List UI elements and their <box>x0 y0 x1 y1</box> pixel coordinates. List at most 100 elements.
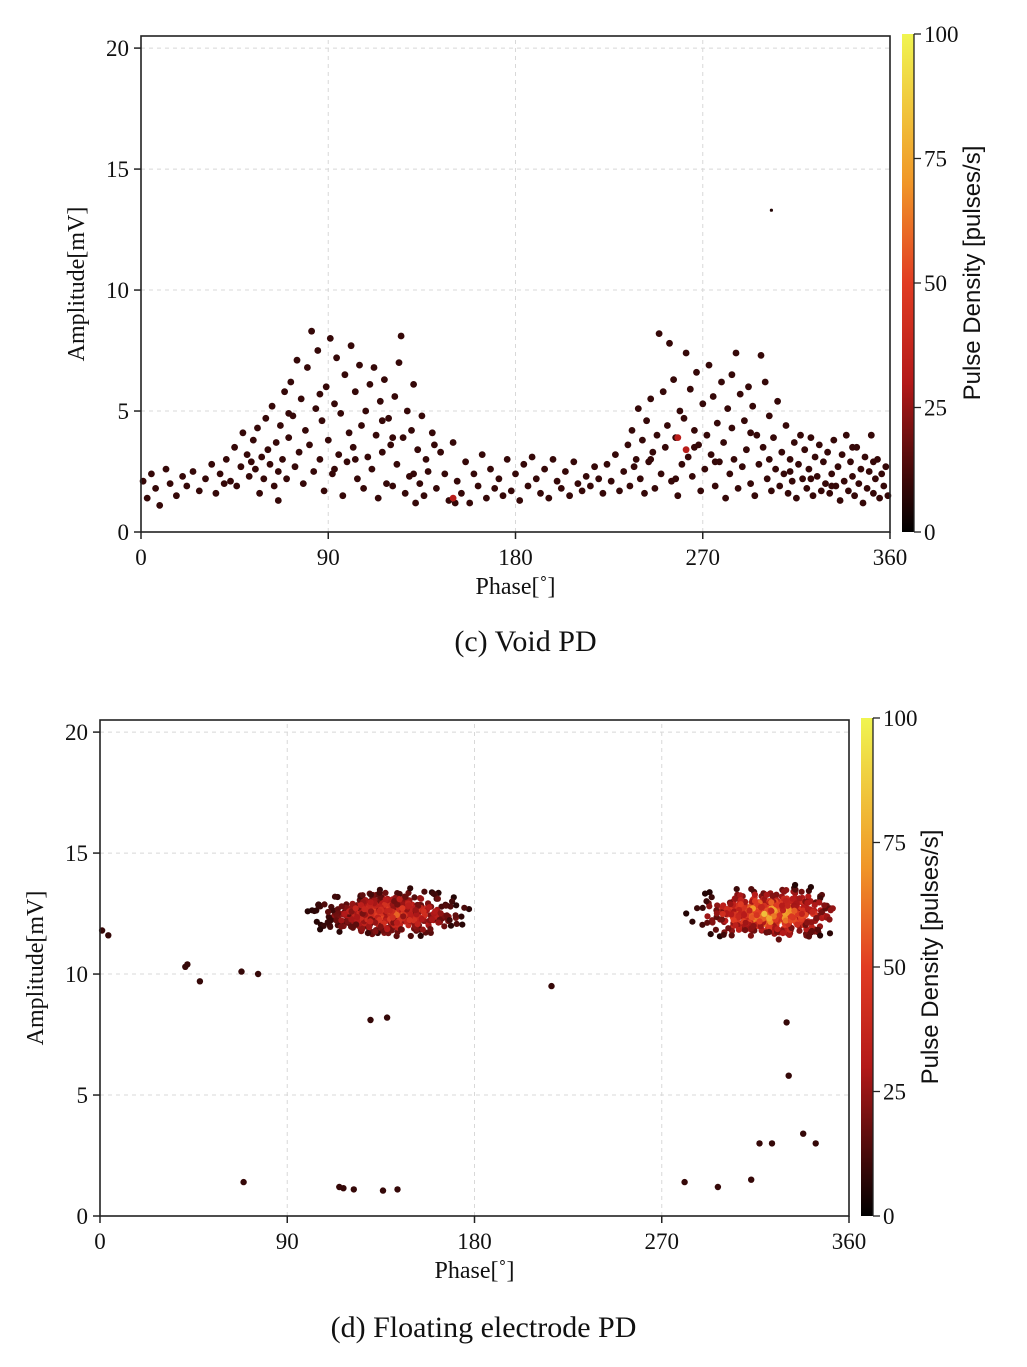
x-tick-label: 90 <box>317 545 340 570</box>
y-tick-label: 20 <box>106 36 129 61</box>
data-point-isolated <box>383 1014 391 1021</box>
cluster-point <box>331 893 339 900</box>
data-point <box>755 460 763 468</box>
x-tick-label: 270 <box>686 545 721 570</box>
data-point <box>156 502 164 509</box>
data-point <box>431 441 438 449</box>
data-point <box>324 436 332 444</box>
data-point-isolated <box>196 978 204 985</box>
data-point <box>173 492 180 500</box>
y-tick-label: 15 <box>106 157 129 182</box>
data-point <box>849 473 856 480</box>
x-tick-label: 0 <box>135 545 147 570</box>
cluster-point <box>808 927 816 935</box>
data-point <box>784 489 792 497</box>
data-point <box>258 453 266 461</box>
data-point <box>838 451 846 458</box>
data-point <box>297 395 305 403</box>
data-point <box>376 397 384 405</box>
data-point <box>410 381 417 388</box>
y-tick-label: 10 <box>65 962 88 987</box>
data-point <box>842 431 850 439</box>
data-point <box>820 458 827 466</box>
data-point <box>491 485 499 492</box>
cluster-point <box>315 901 322 908</box>
data-points <box>98 881 836 1194</box>
data-point-hot <box>674 434 682 441</box>
cluster-point <box>809 908 816 915</box>
data-point <box>799 475 806 483</box>
cluster-point <box>449 898 456 905</box>
data-point <box>507 487 515 495</box>
data-point <box>179 473 187 480</box>
data-point <box>757 352 765 359</box>
data-point <box>212 489 220 497</box>
cluster-point <box>778 902 786 909</box>
cluster-point <box>751 891 759 898</box>
colorbar-tick-label: 100 <box>924 22 959 47</box>
cluster-point <box>807 884 815 891</box>
cluster-point <box>461 904 468 911</box>
data-point <box>308 327 315 335</box>
y-tick-label: 20 <box>65 720 88 745</box>
data-point <box>143 494 151 502</box>
data-point <box>399 434 407 441</box>
cluster-point <box>361 906 368 913</box>
data-point <box>428 429 436 437</box>
data-point <box>855 480 863 487</box>
data-point <box>691 443 698 451</box>
data-point <box>310 468 318 475</box>
cluster-point <box>391 898 398 905</box>
data-point <box>722 494 729 502</box>
cluster-point <box>742 919 749 926</box>
data-point <box>747 429 754 437</box>
data-point <box>279 456 286 463</box>
data-point <box>849 443 856 451</box>
cluster-point <box>811 902 818 909</box>
data-point <box>765 412 773 420</box>
cluster-point <box>325 908 332 916</box>
cluster-point <box>419 926 426 933</box>
cluster-point <box>798 910 806 917</box>
data-point <box>331 400 338 408</box>
cluster-point <box>814 926 822 933</box>
cluster-point <box>367 918 374 925</box>
data-point <box>287 378 295 386</box>
data-point <box>711 482 719 490</box>
cluster-point <box>708 894 715 901</box>
colorbar <box>902 34 914 532</box>
data-point <box>566 492 573 500</box>
data-point <box>285 434 293 441</box>
cluster-point <box>435 919 442 926</box>
cluster-point <box>348 916 355 923</box>
cluster-point <box>411 894 418 901</box>
cluster-point <box>417 932 424 939</box>
data-point <box>678 460 686 468</box>
data-point <box>657 470 665 478</box>
data-point <box>148 470 155 478</box>
x-tick-label: 90 <box>276 1229 299 1254</box>
data-point <box>688 473 696 480</box>
data-point <box>341 371 349 379</box>
data-point <box>587 482 594 490</box>
data-point <box>634 405 642 412</box>
data-point <box>243 451 251 458</box>
cluster-point <box>788 913 795 920</box>
cluster-point <box>732 895 740 902</box>
data-point <box>418 412 426 420</box>
cluster-point <box>782 917 789 924</box>
cluster-point <box>796 927 803 934</box>
cluster-point <box>372 919 379 926</box>
data-point <box>245 473 253 480</box>
y-axis-label: Amplitude[mV] <box>64 207 90 362</box>
data-point <box>861 453 869 461</box>
data-point <box>786 468 794 475</box>
caption-floating-electrode-pd: (d) Floating electrode PD <box>330 1311 637 1344</box>
data-point <box>322 383 330 391</box>
cluster-point <box>725 925 732 932</box>
data-point <box>503 456 511 463</box>
cluster-point <box>737 901 744 908</box>
data-point <box>822 480 829 487</box>
data-point <box>776 482 784 490</box>
cluster-point <box>338 923 345 930</box>
